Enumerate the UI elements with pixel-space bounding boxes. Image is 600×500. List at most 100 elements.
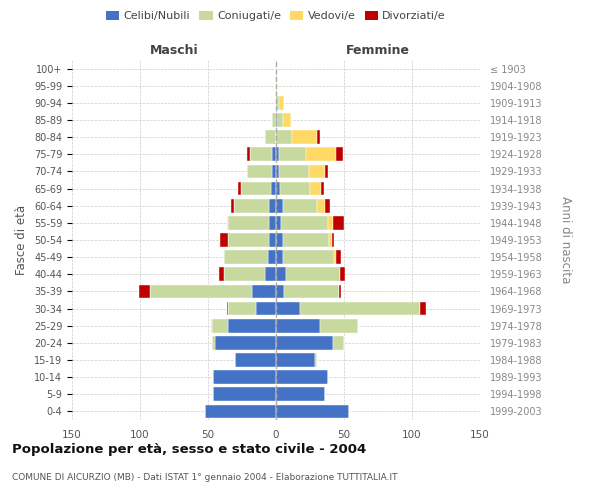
Bar [286, 268, 340, 281]
Bar [272, 164, 276, 178]
Bar [279, 96, 284, 110]
Bar [336, 148, 343, 161]
Bar [283, 113, 291, 127]
Text: Popolazione per età, sesso e stato civile - 2004: Popolazione per età, sesso e stato civil… [12, 442, 366, 456]
Bar [227, 302, 229, 316]
Bar [139, 284, 149, 298]
Bar [317, 199, 325, 212]
Bar [276, 233, 283, 247]
Bar [268, 250, 276, 264]
Bar [229, 319, 276, 332]
Bar [277, 113, 283, 127]
Bar [420, 302, 425, 316]
Bar [276, 404, 349, 418]
Bar [229, 233, 269, 247]
Bar [336, 250, 341, 264]
Bar [229, 302, 256, 316]
Bar [227, 216, 229, 230]
Bar [325, 164, 328, 178]
Bar [276, 96, 279, 110]
Bar [214, 370, 276, 384]
Bar [276, 284, 284, 298]
Bar [224, 268, 265, 281]
Bar [247, 164, 272, 178]
Bar [338, 284, 341, 298]
Bar [276, 199, 283, 212]
Bar [306, 148, 336, 161]
Bar [325, 199, 331, 212]
Bar [269, 216, 276, 230]
Bar [317, 130, 320, 144]
Bar [265, 130, 276, 144]
Bar [229, 216, 269, 230]
Bar [256, 302, 276, 316]
Bar [269, 199, 276, 212]
Bar [283, 250, 334, 264]
Bar [276, 250, 283, 264]
Bar [280, 182, 310, 196]
Bar [212, 336, 215, 349]
Bar [272, 148, 276, 161]
Bar [316, 353, 317, 367]
Bar [333, 336, 344, 349]
Bar [250, 148, 272, 161]
Bar [276, 336, 333, 349]
Bar [283, 233, 329, 247]
Bar [334, 250, 336, 264]
Bar [265, 268, 276, 281]
Bar [276, 216, 281, 230]
Bar [284, 284, 338, 298]
Bar [320, 319, 358, 332]
Bar [321, 182, 323, 196]
Bar [308, 164, 325, 178]
Bar [328, 216, 333, 230]
Bar [281, 216, 328, 230]
Bar [238, 182, 241, 196]
Bar [272, 113, 276, 127]
Bar [211, 319, 212, 332]
Bar [310, 182, 321, 196]
Bar [292, 130, 317, 144]
Bar [276, 148, 279, 161]
Bar [276, 182, 280, 196]
Bar [251, 284, 276, 298]
Bar [214, 388, 276, 401]
Bar [224, 250, 268, 264]
Bar [215, 336, 276, 349]
Bar [279, 164, 308, 178]
Bar [301, 302, 420, 316]
Bar [333, 216, 344, 230]
Bar [149, 284, 251, 298]
Bar [241, 182, 271, 196]
Bar [247, 148, 250, 161]
Bar [271, 182, 276, 196]
Bar [276, 319, 320, 332]
Bar [234, 199, 269, 212]
Bar [219, 268, 224, 281]
Bar [220, 233, 229, 247]
Bar [269, 233, 276, 247]
Legend: Celibi/Nubili, Coniugati/e, Vedovi/e, Divorziati/e: Celibi/Nubili, Coniugati/e, Vedovi/e, Di… [101, 6, 451, 26]
Bar [276, 164, 279, 178]
Text: COMUNE DI AICURZIO (MB) - Dati ISTAT 1° gennaio 2004 - Elaborazione TUTTITALIA.I: COMUNE DI AICURZIO (MB) - Dati ISTAT 1° … [12, 472, 398, 482]
Bar [235, 353, 276, 367]
Bar [276, 113, 277, 127]
Y-axis label: Anni di nascita: Anni di nascita [559, 196, 572, 284]
Bar [332, 233, 334, 247]
Bar [276, 130, 292, 144]
Bar [212, 319, 229, 332]
Y-axis label: Fasce di età: Fasce di età [16, 205, 28, 275]
Bar [329, 233, 332, 247]
Bar [283, 199, 317, 212]
Bar [231, 199, 234, 212]
Bar [276, 353, 316, 367]
Bar [276, 370, 328, 384]
Bar [205, 404, 276, 418]
Bar [276, 268, 286, 281]
Bar [276, 302, 301, 316]
Bar [279, 148, 306, 161]
Text: Femmine: Femmine [346, 44, 410, 57]
Bar [276, 79, 277, 92]
Text: Maschi: Maschi [149, 44, 199, 57]
Bar [340, 268, 346, 281]
